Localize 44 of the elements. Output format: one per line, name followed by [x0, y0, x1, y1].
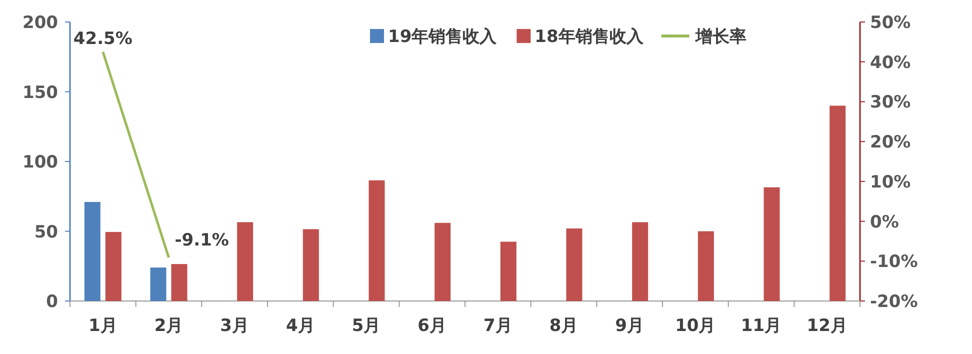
bar [105, 232, 122, 301]
bar [171, 264, 188, 301]
bar [632, 222, 648, 301]
x-tick-label: 1月 [88, 316, 118, 336]
x-tick-label: 11月 [740, 316, 782, 336]
y2-tick-label: 10% [870, 172, 911, 192]
bar [830, 106, 846, 301]
bar [566, 228, 582, 301]
bar [500, 242, 516, 301]
y2-tick-label: 0% [870, 212, 899, 232]
bar [150, 268, 166, 301]
x-tick-label: 3月 [220, 316, 250, 336]
x-tick-label: 5月 [352, 316, 381, 336]
x-tick-label: 10月 [675, 316, 716, 336]
bar [698, 231, 714, 301]
x-tick-label: 8月 [549, 316, 578, 336]
y-tick-label: 150 [22, 82, 58, 103]
x-tick-label: 9月 [615, 316, 644, 336]
legend-label: 18年销售收入 [534, 27, 644, 47]
y2-tick-label: -10% [870, 252, 918, 272]
legend-label: 增长率 [694, 27, 746, 47]
y2-tick-label: 20% [870, 132, 911, 153]
y-tick-label: 100 [22, 152, 58, 172]
bar [302, 229, 319, 301]
y2-tick-label: 30% [870, 92, 911, 113]
y2-tick-label: -20% [870, 292, 918, 312]
bar [237, 222, 254, 301]
bar [764, 187, 780, 301]
bar [368, 180, 385, 301]
bar [84, 202, 100, 301]
data-label: 42.5% [73, 28, 132, 49]
x-tick-label: 4月 [286, 316, 315, 336]
x-tick-label: 6月 [418, 316, 447, 336]
x-tick-label: 7月 [483, 316, 512, 336]
y2-tick-label: 50% [870, 13, 911, 33]
bar [434, 222, 451, 301]
legend-label: 19年销售收入 [388, 27, 498, 47]
data-label: -9.1% [174, 230, 229, 251]
x-tick-label: 12月 [806, 316, 848, 336]
x-tick-label: 2月 [154, 316, 184, 336]
y-tick-label: 50 [34, 222, 58, 242]
y2-tick-label: 40% [870, 52, 911, 73]
y-tick-label: 200 [22, 13, 58, 33]
y-tick-label: 0 [46, 292, 58, 312]
